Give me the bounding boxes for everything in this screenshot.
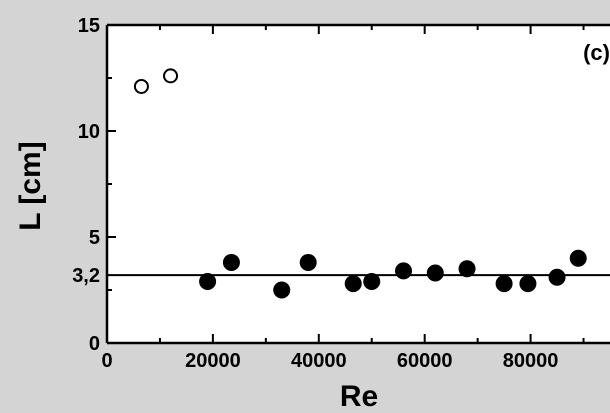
plot-area [107,25,610,343]
filled-circle-point [273,281,291,299]
x-tick-label: 20000 [185,350,241,372]
open-circle-point [133,78,149,94]
filled-circle-point [569,249,587,267]
reference-line-group: 3,2 [72,265,610,287]
filled-circle-point [395,262,413,280]
y-axis-title: L [cm] [14,141,47,230]
x-tick-label: 80000 [503,350,559,372]
filled-circle-point [519,275,537,293]
plot-frame [105,23,610,345]
filled-circle-point [458,260,476,278]
x-tick-label: 0 [101,350,112,372]
filled-circle-point [363,273,381,291]
filled-circle-point [495,275,513,293]
reference-line-label: 3,2 [72,265,100,287]
filled-circle-point [426,264,444,282]
filled-circle-point [199,273,217,291]
y-axis: 0 5 10 15 [78,15,116,355]
x-tick-label: 40000 [291,350,347,372]
filled-circle-point [299,253,317,271]
panel-label: (c) [583,40,610,65]
y-tick-label: 5 [89,227,100,249]
x-axis: 0 20000 40000 60000 80000 [101,25,585,372]
y-tick-label: 0 [89,333,100,355]
filled-circle-point [548,268,566,286]
x-axis-title: Re [340,380,378,413]
data-points [133,68,587,299]
open-circle-point [163,68,179,84]
y-tick-label: 15 [78,15,100,37]
x-tick-label: 60000 [397,350,453,372]
filled-circle-point [222,253,240,271]
filled-circle-point [344,275,362,293]
y-tick-label: 10 [78,121,100,143]
